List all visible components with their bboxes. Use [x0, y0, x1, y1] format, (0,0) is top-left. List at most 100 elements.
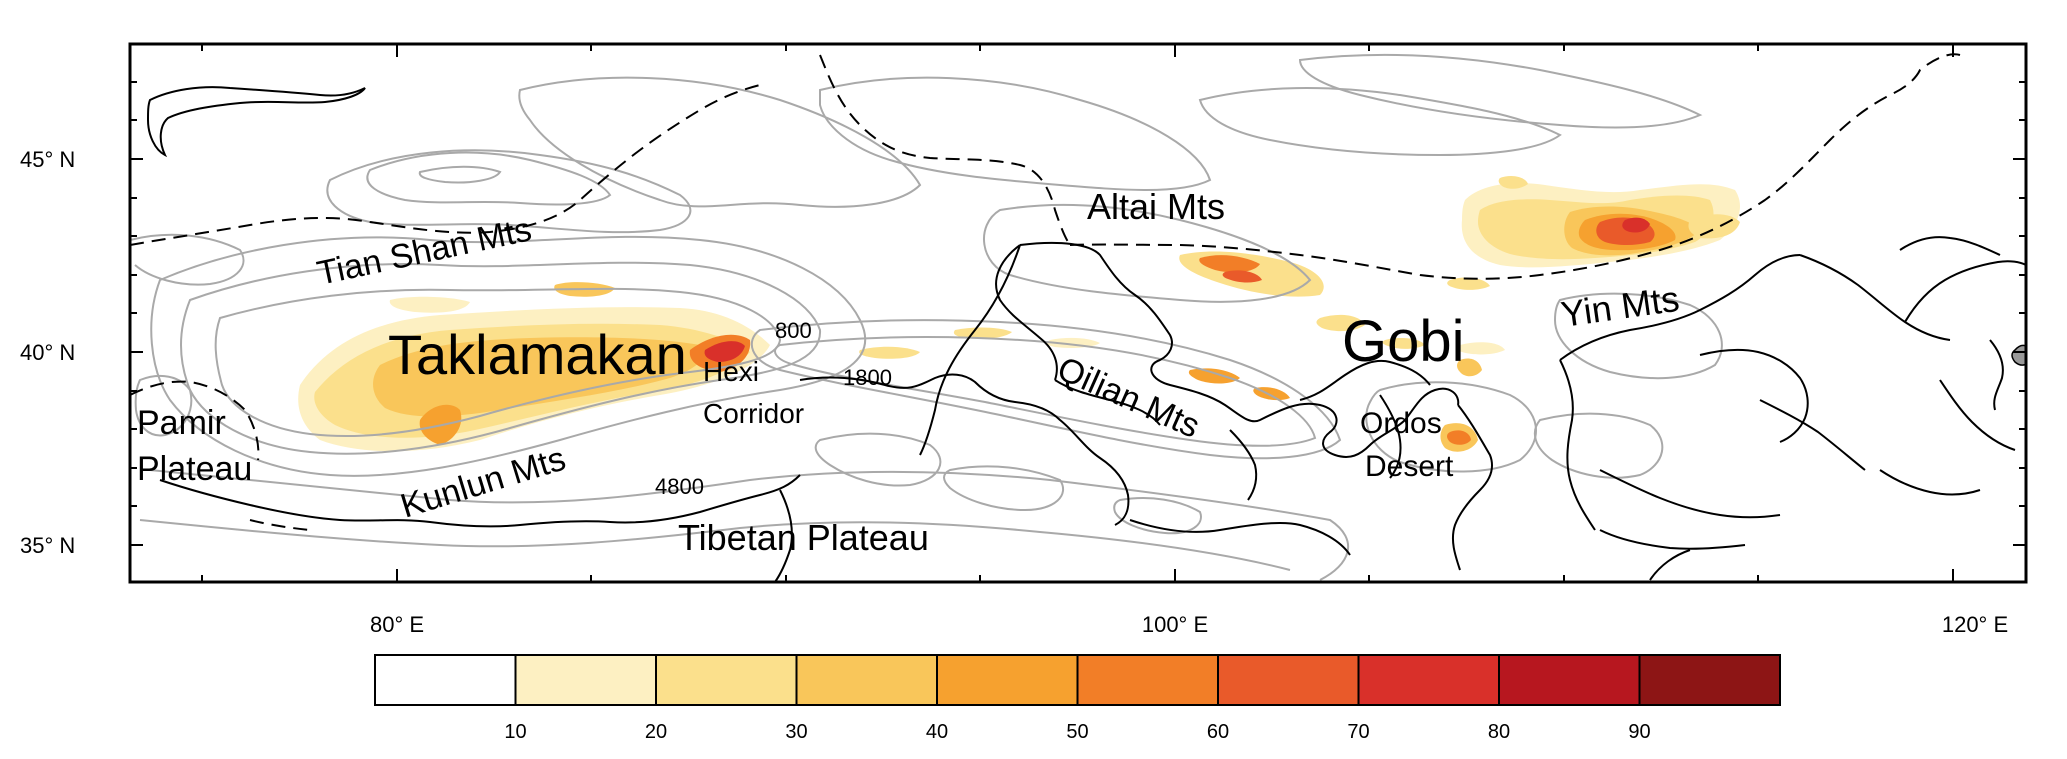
colorbar-tick-label: 70 — [1347, 721, 1369, 743]
border-qinghai — [799, 373, 1130, 526]
contour-mongolia-2 — [1198, 87, 1562, 157]
contour-tibet-5 — [1113, 497, 1202, 535]
contour-junggar — [518, 76, 922, 208]
dust-patch-gobi-7 — [1447, 277, 1490, 290]
colorbar: 10 20 30 40 50 60 70 80 90 — [374, 654, 1781, 743]
label-altai-mts: Altai Mts — [1087, 186, 1225, 227]
lat-label-45: 45° N — [20, 147, 75, 172]
border-shanxi — [1559, 359, 1596, 531]
dust-patch-hexi-1 — [859, 346, 920, 359]
contour-qilian-1 — [750, 319, 1342, 460]
colorbar-swatch — [374, 654, 517, 706]
contour-east-2 — [1533, 412, 1664, 479]
contour-tianshan-1 — [326, 149, 692, 234]
colorbar-tick-label: 10 — [504, 721, 526, 743]
label-hexi: Hexi — [703, 356, 759, 387]
colorbar-swatch — [936, 654, 1079, 706]
border-ningxia — [1379, 394, 1402, 479]
label-pamir: Pamir — [137, 404, 226, 442]
border-xinjiang-gansu — [919, 244, 1021, 456]
colorbar-tick-label: 60 — [1207, 721, 1229, 743]
dust-patch-yin-60 — [1622, 217, 1650, 233]
lat-label-40: 40° N — [20, 340, 75, 365]
contour-label-4800: 4800 — [655, 474, 704, 499]
dust-patch-hexi-2 — [953, 327, 1012, 339]
contour-tarim-inner-1 — [180, 261, 822, 455]
lon-label-120: 120° E — [1942, 612, 2008, 637]
contour-gobi-1 — [983, 203, 1312, 303]
border-east-2 — [1879, 469, 1981, 496]
contour-tibet-3 — [814, 432, 942, 487]
border-mongolia-russia — [819, 54, 1071, 246]
label-gobi: Gobi — [1342, 309, 1465, 374]
latitude-ticks — [130, 81, 2026, 546]
lon-label-100: 100° E — [1142, 612, 1208, 637]
border-gansu-2 — [1054, 379, 1161, 426]
border-shaanxi — [1451, 404, 1493, 571]
label-taklamakan: Taklamakan — [388, 323, 687, 386]
border-china-mongolia-north — [1069, 53, 1961, 280]
border-china-mongolia — [1019, 241, 1460, 458]
colorbar-swatch — [1217, 654, 1360, 706]
dust-patch-gobi-2 — [1188, 368, 1240, 384]
contour-tianshan-3 — [418, 165, 502, 184]
colorbar-tick-label: 20 — [645, 721, 667, 743]
label-tibetan-plateau: Tibetan Plateau — [678, 517, 929, 558]
border-jilin — [1904, 260, 2026, 323]
colorbar-tick-label: 40 — [926, 721, 948, 743]
border-caspian-coast — [146, 86, 366, 158]
border-liaoning — [1799, 254, 1951, 341]
dust-patch-yin-north — [1498, 176, 1528, 189]
colorbar-swatch — [514, 654, 657, 706]
border-henan — [1599, 469, 1781, 519]
border-heilongjiang — [1899, 236, 2001, 256]
boundary-lines — [146, 86, 2026, 582]
border-tibet-qinghai-west — [774, 489, 793, 582]
longitude-ticks — [201, 44, 1954, 582]
dust-patch-gobi-1b — [1199, 255, 1260, 273]
border-hebei — [1559, 254, 1801, 361]
colorbar-tick-label: 30 — [785, 721, 807, 743]
contour-tibet-1 — [149, 469, 1350, 581]
colorbar-swatch — [1076, 654, 1219, 706]
colorbar-swatch — [1357, 654, 1500, 706]
border-beijing — [1699, 348, 1809, 443]
contour-pamir — [134, 374, 193, 437]
colorbar-tick-label: 80 — [1488, 721, 1510, 743]
contour-tibet-4 — [943, 465, 1065, 512]
dust-patch-taklamakan-30 — [373, 337, 704, 417]
dust-patch-ordos-2 — [1447, 430, 1471, 445]
border-pamir-west — [130, 380, 260, 461]
dust-patch-yin-east — [1688, 214, 1740, 239]
border-east-coast — [1939, 379, 2016, 451]
dust-patch-taklamakan-60 — [704, 341, 745, 362]
dust-patch-tianshan-west — [389, 296, 470, 313]
contour-east-1 — [1553, 292, 1723, 380]
colorbar-swatch — [795, 654, 938, 706]
border-gansu-1 — [995, 244, 1058, 381]
border-south — [1649, 549, 1691, 581]
contour-tibet-2 — [139, 519, 1291, 571]
colorbar-swatch — [1638, 654, 1781, 706]
border-tibet-west — [249, 519, 311, 531]
lat-label-35: 35° N — [20, 533, 75, 558]
colorbar-swatch — [1498, 654, 1641, 706]
contour-mongolia-1 — [819, 76, 1212, 191]
colorbar-tick-label: 90 — [1628, 721, 1650, 743]
contour-tarim-outer — [150, 235, 867, 477]
map-area — [130, 44, 2026, 582]
contour-tarim-inner-2 — [214, 287, 782, 437]
colorbar-tick-label: 50 — [1066, 721, 1088, 743]
border-sichuan — [1129, 519, 1351, 556]
dust-patch-gobi-6 — [1456, 342, 1505, 355]
lon-label-80: 80° E — [370, 612, 424, 637]
label-corridor: Corridor — [703, 398, 804, 429]
border-shandong — [1759, 399, 1866, 471]
border-hubei — [1599, 529, 1746, 550]
label-plateau: Plateau — [137, 450, 252, 488]
border-korea — [1989, 339, 2004, 411]
label-ordos: Ordos — [1360, 407, 1442, 440]
contour-label-1800: 1800 — [843, 365, 892, 390]
international-border-dashed — [130, 53, 1961, 531]
